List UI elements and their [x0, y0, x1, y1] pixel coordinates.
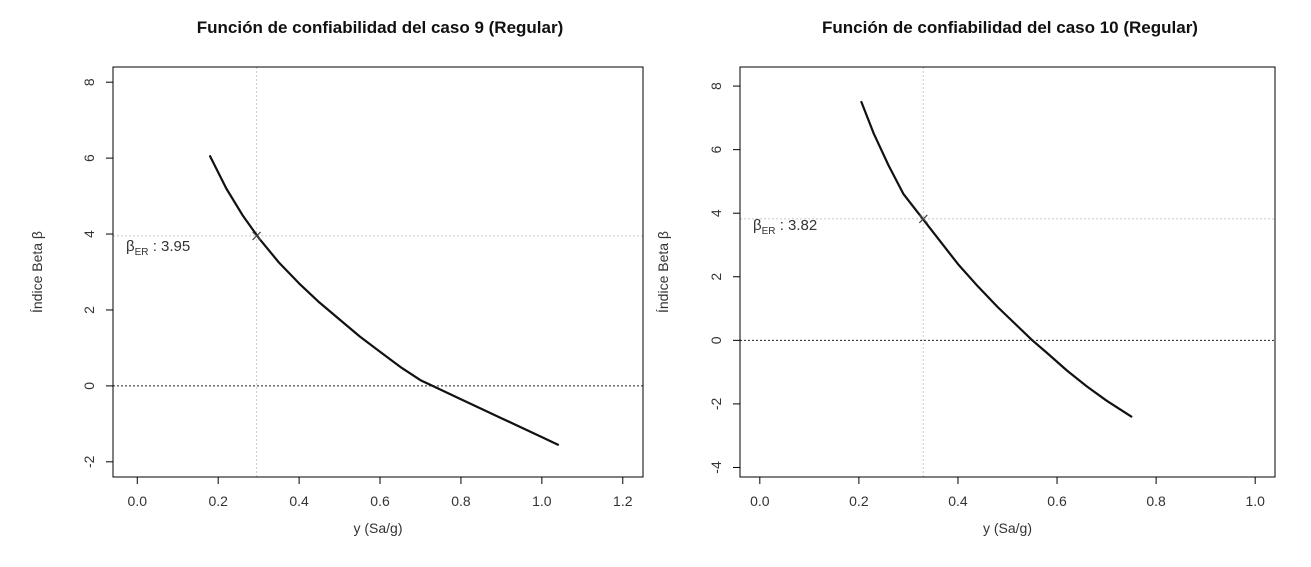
y-tick-label: 4: [708, 209, 724, 217]
y-tick-label: -2: [708, 397, 724, 410]
x-tick-label: 0.8: [1146, 493, 1166, 509]
x-tick-label: 0.4: [289, 493, 309, 509]
marker-point: [252, 231, 262, 241]
x-tick-label: 0.6: [1047, 493, 1067, 509]
x-tick-label: 0.4: [948, 493, 968, 509]
x-tick-label: 0.0: [128, 493, 148, 509]
y-tick-label: 6: [81, 154, 97, 162]
reliability-curve: [860, 100, 1133, 418]
y-tick-label: 0: [708, 336, 724, 344]
chart-title: Función de confiabilidad del caso 10 (Re…: [822, 18, 1198, 37]
y-axis-label: Índice Beta β: [655, 231, 671, 313]
y-tick-label: -4: [708, 461, 724, 474]
x-tick-label: 1.0: [532, 493, 552, 509]
y-tick-label: 4: [81, 230, 97, 238]
y-tick-label: 2: [708, 273, 724, 281]
chart-panel-2: Función de confiabilidad del caso 10 (Re…: [655, 18, 1276, 536]
x-tick-label: 0.8: [451, 493, 471, 509]
plot-frame: [112, 66, 644, 478]
beta-annotation: βER : 3.95: [126, 238, 190, 258]
y-tick-label: 8: [708, 82, 724, 90]
beta-annotation: βER : 3.82: [753, 217, 817, 237]
x-tick-label: 0.0: [750, 493, 770, 509]
x-tick-label: 0.6: [370, 493, 390, 509]
y-axis-label: Índice Beta β: [29, 231, 45, 313]
y-tick-label: 0: [81, 382, 97, 390]
y-tick-label: 6: [708, 146, 724, 154]
x-axis-label: y (Sa/g): [983, 520, 1032, 536]
chart-panel-1: Función de confiabilidad del caso 9 (Reg…: [29, 18, 644, 536]
y-tick-label: -2: [81, 455, 97, 468]
chart-title: Función de confiabilidad del caso 9 (Reg…: [197, 18, 564, 37]
x-tick-label: 0.2: [208, 493, 228, 509]
x-axis-label: y (Sa/g): [353, 520, 402, 536]
x-tick-label: 1.2: [613, 493, 633, 509]
x-tick-label: 0.2: [849, 493, 869, 509]
plot-frame: [739, 66, 1276, 478]
reliability-curve: [209, 155, 560, 446]
marker-point: [918, 214, 928, 224]
x-tick-label: 1.0: [1245, 493, 1265, 509]
y-tick-label: 2: [81, 306, 97, 314]
y-tick-label: 8: [81, 78, 97, 86]
